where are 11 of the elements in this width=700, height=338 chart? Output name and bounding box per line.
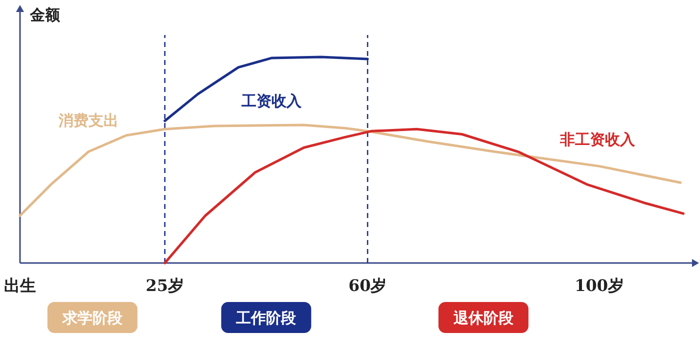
x-tick-label: 25岁 (146, 276, 184, 295)
x-tick-label: 出生 (4, 276, 36, 295)
x-tick-label: 100岁 (574, 276, 624, 295)
x-tick-label: 60岁 (348, 276, 387, 295)
text: 退休阶段 (452, 309, 514, 327)
series-label: 工资收入 (240, 92, 302, 110)
y-axis-title: 金额 (29, 6, 61, 24)
text: 求学阶段 (61, 309, 124, 327)
text: 工作阶段 (235, 309, 298, 327)
series-label: 非工资收入 (559, 130, 636, 149)
series-label: 消费支出 (58, 111, 119, 130)
